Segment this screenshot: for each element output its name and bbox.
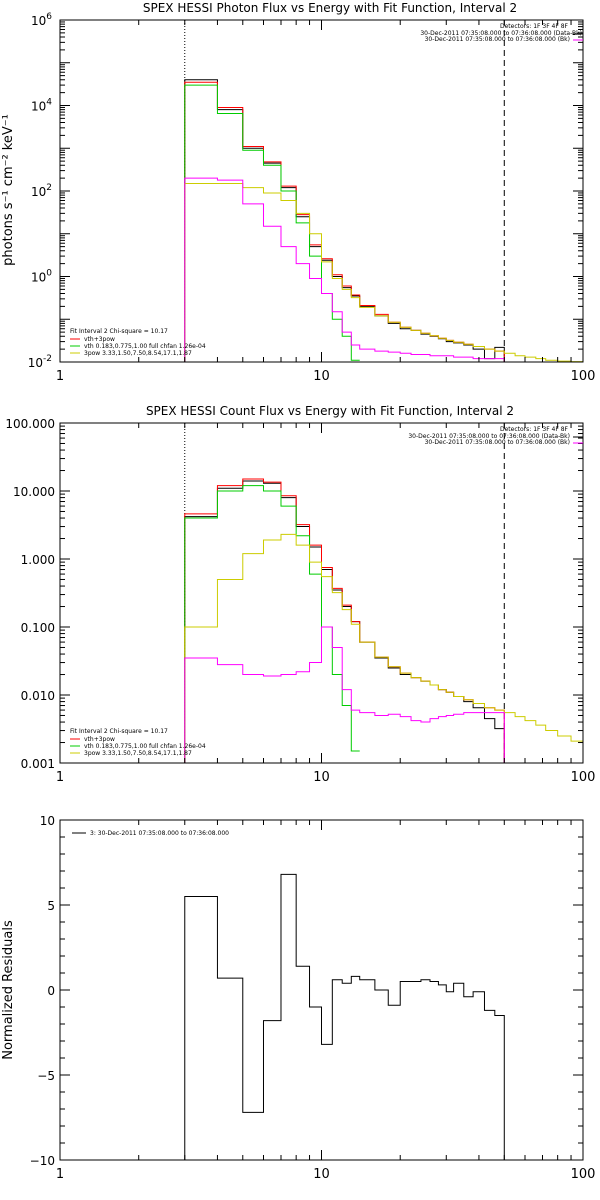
y-tick-label: −5	[37, 1069, 55, 1083]
series-line	[184, 626, 505, 763]
x-tick-label: 10	[313, 369, 330, 384]
legend-bottom: Fit Interval 2 Chi-square = 10.17 vth+3p…	[70, 328, 206, 357]
x-tick-label: 10	[313, 770, 330, 785]
legend-entry: 30-Dec-2011 07:35:08.000 to 07:36:08.000…	[408, 433, 570, 440]
legend-header: Fit Interval 2 Chi-square = 10.17	[70, 328, 168, 335]
count-flux-panel: SPEX HESSI Count Flux vs Energy with Fit…	[5, 404, 595, 785]
y-tick-label: 100	[31, 269, 52, 285]
legend-entry: 30-Dec-2011 07:35:08.000 to 07:36:08.000…	[420, 30, 582, 37]
y-tick-label: 10-2	[28, 354, 52, 370]
y-axis-label: photons s⁻¹ cm⁻² keV⁻¹	[1, 114, 16, 266]
legend-top: Detectors: 1F 3F 4F 8F 30-Dec-2011 07:35…	[420, 23, 583, 43]
legend-entry: vth 0.183,0.775,1.00 full chfan 1.26e-04	[84, 343, 206, 350]
legend-entry: 30-Dec-2011 07:35:08.000 to 07:36:08.000…	[425, 439, 570, 446]
y-tick-label: 100.000	[5, 417, 55, 431]
legend-header: Detectors: 1F 3F 4F 8F	[500, 23, 569, 30]
x-tick-label: 1	[56, 1167, 64, 1182]
series-line	[184, 182, 583, 363]
y-tick-label: 104	[31, 98, 52, 114]
y-tick-label: 106	[31, 12, 52, 28]
x-tick-label: 100	[571, 369, 596, 384]
residuals-panel: Normalized Residuals 1 10 100 −10 −5 0 5 10 3: …	[1, 814, 595, 1182]
legend-entry: 30-Dec-2011 07:35:08.000 to 07:36:08.000…	[425, 36, 570, 43]
x-tick-label: 1	[56, 770, 64, 785]
y-tick-label: 1.000	[21, 553, 55, 567]
legend-top: Detectors: 1F 3F 4F 8F 30-Dec-2011 07:35…	[408, 426, 583, 446]
series-line	[184, 177, 505, 362]
chart-title: SPEX HESSI Photon Flux vs Energy with Fi…	[143, 1, 517, 15]
legend: 3: 30-Dec-2011 07:35:08.000 to 07:36:08.…	[72, 830, 229, 837]
legend-entry: vth+3pow	[84, 736, 115, 743]
y-tick-label: 0.100	[21, 621, 55, 635]
legend-entry: 3pow 3.33,1.50,7.50,8.54,17.1,1.87	[84, 350, 192, 357]
x-tick-label: 10	[313, 1167, 330, 1182]
chart-title: SPEX HESSI Count Flux vs Energy with Fit…	[146, 404, 514, 418]
legend-entry: 3: 30-Dec-2011 07:35:08.000 to 07:36:08.…	[90, 830, 229, 837]
legend-bottom: Fit Interval 2 Chi-square = 10.17 vth+3p…	[70, 728, 206, 757]
y-tick-label: 10.000	[13, 485, 55, 499]
series-line	[184, 533, 583, 763]
series-line	[184, 873, 505, 1160]
legend-entry: 3pow 3.33,1.50,7.50,8.54,17.1,1.87	[84, 750, 192, 757]
legend-entry: vth+3pow	[84, 336, 115, 343]
legend-header: Fit Interval 2 Chi-square = 10.17	[70, 728, 168, 735]
x-tick-label: 100	[571, 770, 596, 785]
y-tick-label: 5	[47, 899, 55, 913]
x-tick-label: 100	[571, 1167, 596, 1182]
legend-header: Detectors: 1F 3F 4F 8F	[500, 426, 569, 433]
y-tick-label: −10	[30, 1154, 55, 1168]
y-tick-label: 10	[40, 814, 55, 828]
y-tick-label: 102	[31, 183, 52, 199]
legend-entry: vth 0.183,0.775,1.00 full chfan 1.26e-04	[84, 743, 206, 750]
y-axis-label: Normalized Residuals	[1, 920, 16, 1060]
y-tick-label: 0	[47, 984, 55, 998]
y-tick-label: 0.001	[21, 757, 55, 771]
photon-flux-panel: SPEX HESSI Photon Flux vs Energy with Fi…	[1, 1, 595, 384]
x-tick-label: 1	[56, 369, 64, 384]
y-tick-label: 0.010	[21, 689, 55, 703]
